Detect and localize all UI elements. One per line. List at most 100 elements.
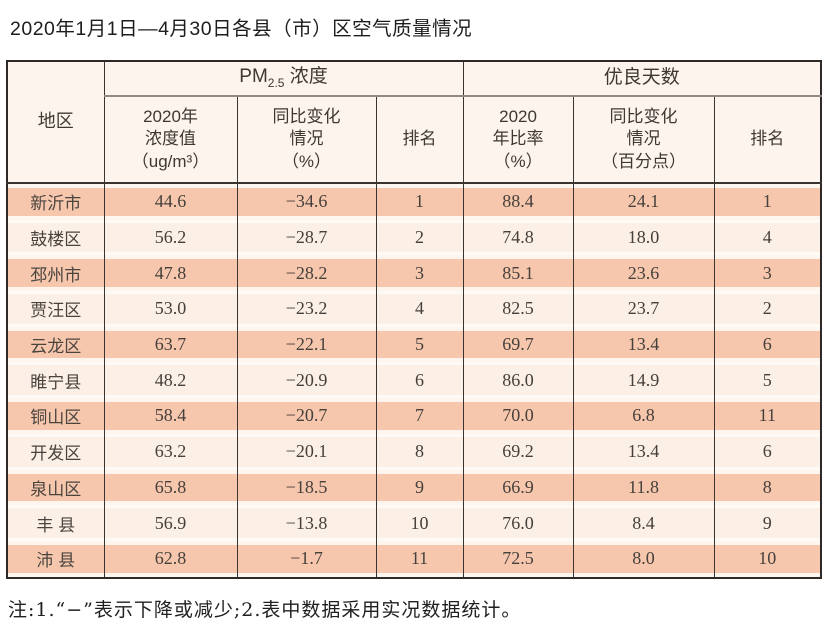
cell-days-rank: 11 bbox=[713, 398, 822, 434]
header-pm-rank: 排名 bbox=[375, 96, 464, 184]
table-row: 鼓楼区 56.2 −28.7 2 74.8 18.0 4 bbox=[6, 219, 822, 256]
cell-pm-change: −34.6 bbox=[236, 183, 377, 220]
cell-pm-change: −28.2 bbox=[236, 255, 377, 292]
cell-pm-rank: 1 bbox=[375, 183, 464, 220]
cell-pm-rank: 4 bbox=[375, 291, 464, 327]
cell-days-change: 8.0 bbox=[572, 540, 715, 578]
cell-pm-change: −28.7 bbox=[236, 219, 377, 256]
cell-days-rank: 5 bbox=[713, 362, 822, 399]
page-title: 2020年1月1日—4月30日各县（市）区空气质量情况 bbox=[10, 18, 473, 40]
header-days-rank: 排名 bbox=[713, 96, 822, 184]
cell-region: 新沂市 bbox=[6, 183, 105, 220]
cell-days-change: 14.9 bbox=[572, 362, 715, 399]
table-row: 泉山区 65.8 −18.5 9 66.9 11.8 8 bbox=[6, 469, 822, 506]
cell-region: 沛 县 bbox=[6, 540, 105, 578]
cell-pm-rank: 7 bbox=[375, 398, 464, 434]
pm-subscript: 2.5 bbox=[267, 76, 285, 91]
cell-days-ratio: 70.0 bbox=[462, 398, 574, 434]
cell-region: 邳州市 bbox=[6, 255, 105, 292]
cell-days-change: 23.7 bbox=[572, 291, 715, 327]
cell-pm-rank: 10 bbox=[375, 505, 464, 541]
cell-pm-change: −20.1 bbox=[236, 433, 377, 470]
cell-days-ratio: 72.5 bbox=[462, 540, 574, 578]
table-row: 丰 县 56.9 −13.8 10 76.0 8.4 9 bbox=[6, 505, 822, 541]
pm-label-tail: 浓度 bbox=[284, 66, 328, 88]
cell-region: 泉山区 bbox=[6, 469, 105, 506]
cell-days-change: 6.8 bbox=[572, 398, 715, 434]
pm-label: PM bbox=[239, 66, 268, 88]
cell-pm-value: 65.8 bbox=[103, 469, 238, 506]
cell-pm-value: 56.9 bbox=[103, 505, 238, 541]
cell-days-rank: 8 bbox=[713, 469, 822, 506]
cell-region: 开发区 bbox=[6, 433, 105, 470]
cell-pm-value: 63.2 bbox=[103, 433, 238, 470]
cell-region: 贾汪区 bbox=[6, 291, 105, 327]
cell-days-rank: 10 bbox=[713, 540, 822, 578]
cell-days-ratio: 88.4 bbox=[462, 183, 574, 220]
cell-days-rank: 2 bbox=[713, 291, 822, 327]
header-days-change: 同比变化 情况 （百分点） bbox=[572, 96, 715, 184]
header-pm-change: 同比变化 情况 （%） bbox=[236, 96, 377, 184]
table-body: 新沂市 44.6 −34.6 1 88.4 24.1 1 鼓楼区 56.2 −2… bbox=[6, 183, 822, 578]
cell-days-ratio: 86.0 bbox=[462, 362, 574, 399]
cell-days-rank: 9 bbox=[713, 505, 822, 541]
table-row: 云龙区 63.7 −22.1 5 69.7 13.4 6 bbox=[6, 326, 822, 363]
cell-pm-rank: 8 bbox=[375, 433, 464, 470]
cell-pm-rank: 2 bbox=[375, 219, 464, 256]
cell-days-rank: 4 bbox=[713, 219, 822, 256]
cell-pm-rank: 9 bbox=[375, 469, 464, 506]
table-row: 铜山区 58.4 −20.7 7 70.0 6.8 11 bbox=[6, 398, 822, 434]
cell-days-change: 11.8 bbox=[572, 469, 715, 506]
footnote: 注:1.“−”表示下降或减少;2.表中数据采用实况数据统计。 bbox=[8, 598, 522, 620]
table-row: 睢宁县 48.2 −20.9 6 86.0 14.9 5 bbox=[6, 362, 822, 399]
cell-days-rank: 3 bbox=[713, 255, 822, 292]
cell-days-ratio: 66.9 bbox=[462, 469, 574, 506]
cell-days-ratio: 74.8 bbox=[462, 219, 574, 256]
cell-pm-value: 47.8 bbox=[103, 255, 238, 292]
cell-region: 睢宁县 bbox=[6, 362, 105, 399]
cell-pm-change: −20.9 bbox=[236, 362, 377, 399]
cell-days-rank: 6 bbox=[713, 433, 822, 470]
cell-pm-change: −13.8 bbox=[236, 505, 377, 541]
cell-pm-value: 62.8 bbox=[103, 540, 238, 578]
cell-days-change: 13.4 bbox=[572, 326, 715, 363]
table-row: 新沂市 44.6 −34.6 1 88.4 24.1 1 bbox=[6, 183, 822, 220]
header-days-ratio: 2020 年比率 （%） bbox=[462, 96, 574, 184]
table-row: 贾汪区 53.0 −23.2 4 82.5 23.7 2 bbox=[6, 291, 822, 327]
cell-days-rank: 6 bbox=[713, 326, 822, 363]
header-region: 地区 bbox=[6, 61, 105, 184]
cell-pm-value: 58.4 bbox=[103, 398, 238, 434]
header-pm-value: 2020年 浓度值 （ug/m³） bbox=[103, 96, 238, 184]
cell-days-change: 23.6 bbox=[572, 255, 715, 292]
cell-days-ratio: 85.1 bbox=[462, 255, 574, 292]
cell-days-ratio: 69.2 bbox=[462, 433, 574, 470]
table-header: 地区 PM2.5 浓度 优良天数 2020年 浓度值 （ug/m³） 同比变化 … bbox=[6, 61, 822, 184]
header-pm-group: PM2.5 浓度 bbox=[103, 61, 464, 97]
cell-days-change: 8.4 bbox=[572, 505, 715, 541]
cell-pm-rank: 3 bbox=[375, 255, 464, 292]
cell-pm-value: 53.0 bbox=[103, 291, 238, 327]
cell-pm-change: −20.7 bbox=[236, 398, 377, 434]
cell-days-change: 18.0 bbox=[572, 219, 715, 256]
table-row: 开发区 63.2 −20.1 8 69.2 13.4 6 bbox=[6, 433, 822, 470]
cell-region: 云龙区 bbox=[6, 326, 105, 363]
cell-pm-change: −1.7 bbox=[236, 540, 377, 578]
cell-pm-value: 63.7 bbox=[103, 326, 238, 363]
air-quality-table: 地区 PM2.5 浓度 优良天数 2020年 浓度值 （ug/m³） 同比变化 … bbox=[6, 60, 823, 579]
table-row: 邳州市 47.8 −28.2 3 85.1 23.6 3 bbox=[6, 255, 822, 292]
cell-pm-value: 48.2 bbox=[103, 362, 238, 399]
cell-days-ratio: 69.7 bbox=[462, 326, 574, 363]
cell-pm-change: −22.1 bbox=[236, 326, 377, 363]
table-row: 沛 县 62.8 −1.7 11 72.5 8.0 10 bbox=[6, 540, 822, 578]
cell-days-change: 13.4 bbox=[572, 433, 715, 470]
cell-region: 铜山区 bbox=[6, 398, 105, 434]
cell-days-ratio: 76.0 bbox=[462, 505, 574, 541]
cell-pm-value: 56.2 bbox=[103, 219, 238, 256]
cell-pm-value: 44.6 bbox=[103, 183, 238, 220]
cell-pm-change: −18.5 bbox=[236, 469, 377, 506]
cell-region: 丰 县 bbox=[6, 505, 105, 541]
cell-pm-rank: 5 bbox=[375, 326, 464, 363]
cell-days-ratio: 82.5 bbox=[462, 291, 574, 327]
cell-days-change: 24.1 bbox=[572, 183, 715, 220]
